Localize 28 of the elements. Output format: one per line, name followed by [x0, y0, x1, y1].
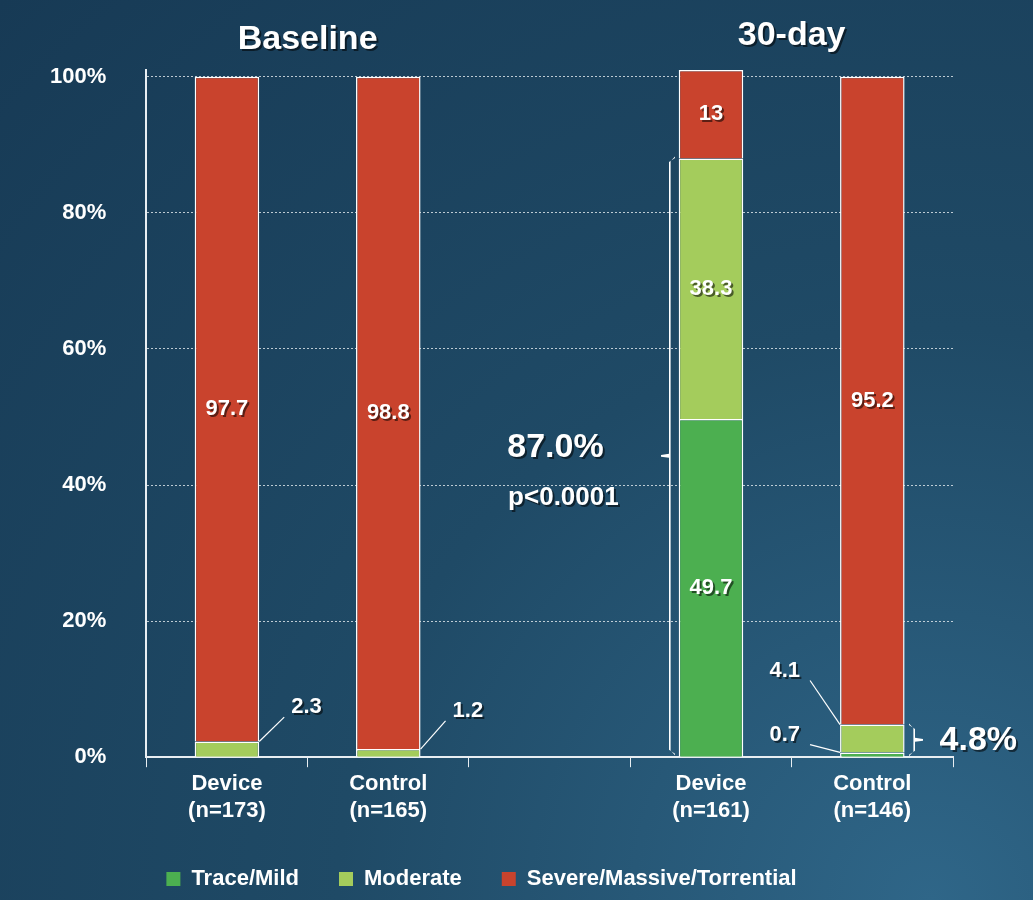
x-tick-label: Control (n=146) — [833, 770, 912, 822]
y-tick-label: 100% — [49, 62, 107, 88]
data-label: 13 — [698, 100, 724, 126]
data-label: 49.7 — [689, 573, 733, 599]
y-tick-label: 20% — [62, 607, 107, 633]
data-label: 2.3 — [291, 693, 322, 719]
y-tick-label: 40% — [62, 471, 107, 497]
legend-label: Severe/Massive/Torrential — [526, 865, 797, 891]
data-label: 0.7 — [771, 722, 803, 748]
x-tick-label: Control (n=165) — [349, 770, 428, 822]
x-tick-label: Device (n=173) — [188, 770, 266, 822]
data-label: 4.1 — [771, 658, 803, 684]
y-tick-label: 0% — [74, 743, 107, 769]
data-label: 38.3 — [689, 274, 733, 300]
text: 30-day — [739, 16, 848, 55]
annotation: p<0.0001 — [510, 483, 621, 513]
y-tick-label: 80% — [62, 198, 107, 224]
data-label: 1.2 — [452, 696, 484, 722]
annotation: 87.0% — [509, 428, 606, 467]
legend-label: Moderate — [363, 865, 462, 891]
annotation: 4.8% — [941, 721, 1020, 760]
data-label: 98.8 — [366, 398, 410, 424]
x-tick-label: Device (n=161) — [672, 770, 750, 822]
data-label: 97.7 — [205, 395, 249, 421]
text: Baseline — [239, 20, 380, 59]
legend-label: Trace/Mild — [191, 865, 299, 891]
y-tick-label: 60% — [62, 335, 107, 361]
data-label: 95.2 — [850, 386, 894, 412]
